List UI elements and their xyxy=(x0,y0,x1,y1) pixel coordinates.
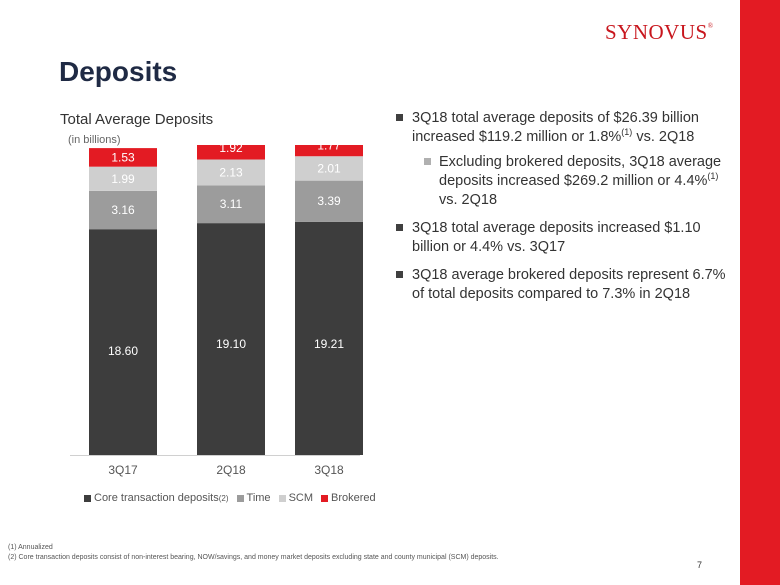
data-label-brokered-3q18: 1.77 xyxy=(317,145,341,152)
legend-item-scm: SCM xyxy=(278,492,314,504)
legend-label-scm: SCM xyxy=(288,492,314,504)
key-points: 3Q18 total average deposits of $26.39 bi… xyxy=(396,109,726,313)
bullet-square-icon xyxy=(396,271,403,278)
bullet-total-vs-2q18: 3Q18 total average deposits of $26.39 bi… xyxy=(396,109,726,147)
chart-legend: Core transaction deposits (2) Time SCM Br… xyxy=(84,492,384,504)
bar-brokered-3q18 xyxy=(295,145,363,157)
bar-time-2q18 xyxy=(197,185,265,224)
data-label-scm-3q17: 1.99 xyxy=(111,172,135,186)
data-label-core-transaction-deposits-3q18: 19.21 xyxy=(314,337,344,351)
data-label-time-3q17: 3.16 xyxy=(111,203,135,217)
bar-scm-3q18 xyxy=(295,156,363,181)
data-label-core-transaction-deposits-2q18: 19.10 xyxy=(216,337,246,351)
data-label-core-transaction-deposits-3q17: 18.60 xyxy=(108,344,138,358)
bar-brokered-3q17 xyxy=(89,148,157,167)
bullet-total-vs-3q17: 3Q18 total average deposits increased $1… xyxy=(396,219,726,257)
category-label-3q17: 3Q17 xyxy=(108,463,138,477)
bullet-square-icon xyxy=(396,114,403,121)
bar-core-transaction-deposits-3q17 xyxy=(89,229,157,455)
legend-swatch-brokered xyxy=(321,494,329,502)
synovus-logo: SYNOVUS® xyxy=(605,20,714,44)
bar-core-transaction-deposits-3q18 xyxy=(295,221,363,455)
legend-item-time: Time xyxy=(236,492,271,504)
legend-swatch-scm xyxy=(278,494,286,502)
bar-scm-2q18 xyxy=(197,159,265,186)
category-label-2q18: 2Q18 xyxy=(216,463,246,477)
brand-side-bar xyxy=(740,0,780,585)
data-label-brokered-3q17: 1.53 xyxy=(111,150,135,164)
legend-swatch-time xyxy=(236,494,244,502)
data-label-time-2q18: 3.11 xyxy=(220,197,243,211)
legend-label-brokered: Brokered xyxy=(331,492,376,504)
legend-swatch-core xyxy=(84,494,91,502)
bullet-square-icon xyxy=(396,224,403,231)
bar-core-transaction-deposits-2q18 xyxy=(197,223,265,455)
legend-label-time: Time xyxy=(246,492,271,504)
bullet-excluding-brokered: Excluding brokered deposits, 3Q18 averag… xyxy=(396,153,726,210)
bullet-square-icon xyxy=(424,158,431,165)
footnotes: (1) Annualized (2) Core transaction depo… xyxy=(8,543,499,563)
bar-scm-3q17 xyxy=(89,166,157,191)
bar-time-3q18 xyxy=(295,180,363,222)
category-label-3q18: 3Q18 xyxy=(314,463,344,477)
chart-units: (in billions) xyxy=(68,134,121,146)
bar-brokered-2q18 xyxy=(197,145,265,160)
data-label-time-3q18: 3.39 xyxy=(317,194,341,208)
chart-title: Total Average Deposits xyxy=(60,111,214,128)
legend-footnote-core: (2) xyxy=(218,493,229,503)
legend-item-core: Core transaction deposits (2) xyxy=(84,492,229,504)
page-number: 7 xyxy=(697,560,703,570)
deposits-stacked-bar-chart: 18.603.161.991.53$25.293Q1719.103.112.13… xyxy=(70,145,363,477)
page-title: Deposits xyxy=(59,56,178,87)
legend-label-core: Core transaction deposits xyxy=(94,492,219,504)
footnote-1: (1) Annualized xyxy=(8,544,53,551)
data-label-brokered-2q18: 1.92 xyxy=(219,145,243,155)
data-label-scm-3q18: 2.01 xyxy=(317,161,341,175)
bullet-brokered-share: 3Q18 average brokered deposits represent… xyxy=(396,266,726,304)
data-label-scm-2q18: 2.13 xyxy=(219,165,243,179)
bar-time-3q17 xyxy=(89,190,157,230)
footnote-2: (2) Core transaction deposits consist of… xyxy=(8,554,499,561)
legend-item-brokered: Brokered xyxy=(321,492,376,504)
